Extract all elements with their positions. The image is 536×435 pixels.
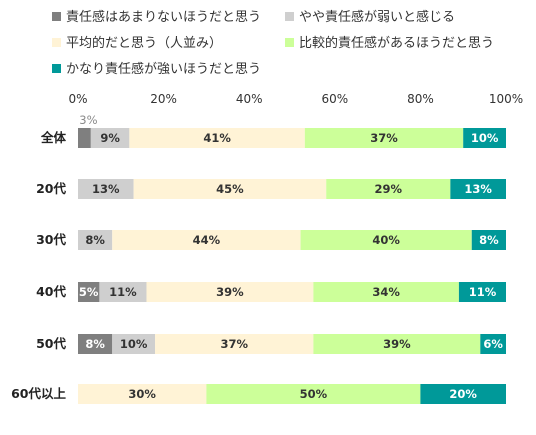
data-label: 30% [128,387,156,401]
legend-label: 責任感はあまりないほうだと思う [66,9,261,25]
bar-segment [90,128,130,148]
data-label: 39% [383,337,411,351]
data-label: 6% [483,337,503,351]
bar-segment [155,334,314,354]
bar-segment [326,179,451,199]
bar-segment [78,128,91,148]
x-tick-label: 60% [321,92,348,106]
x-tick-label: 20% [150,92,177,106]
bar-segment [480,334,506,354]
category-labels: 全体 20代 30代 40代 50代 60代以上 [11,130,66,401]
category-label: 50代 [36,336,66,351]
data-label: 37% [370,131,398,145]
bar-segment [112,230,301,250]
bar-segment [300,230,472,250]
legend-label: 比較的責任感があるほうだと思う [299,35,494,51]
bar-segment [450,179,506,199]
legend-label: 平均的だと思う（人並み） [66,35,222,51]
data-label: 39% [216,285,244,299]
data-label: 10% [471,131,499,145]
x-tick-label: 40% [236,92,263,106]
bar-segment [78,384,207,404]
data-label: 11% [109,285,137,299]
legend-swatch [285,38,294,47]
data-label: 50% [300,387,328,401]
data-label: 29% [375,182,403,196]
data-label: 41% [203,131,231,145]
legend-swatch [52,38,61,47]
category-label: 30代 [36,232,66,247]
x-tick-label: 0% [68,92,87,106]
data-label: 8% [85,233,105,247]
legend-swatch [52,64,61,73]
data-label: 3% [79,113,97,127]
x-tick-label: 100% [489,92,523,106]
legend-swatch [52,12,61,21]
data-label: 34% [372,285,400,299]
bar-segment [146,282,314,302]
bar-segment [129,128,305,148]
bar-segment [313,334,481,354]
category-label: 20代 [36,181,66,196]
bar-segment [304,128,464,148]
data-label: 5% [79,285,99,299]
data-label: 8% [479,233,499,247]
bar-segment [206,384,421,404]
data-label: 11% [469,285,497,299]
legend-swatch [285,12,294,21]
bar-segment [463,128,506,148]
bar-segment [420,384,506,404]
x-axis-ticks: 0% 20% 40% 60% 80% 100% [68,92,523,106]
data-label: 13% [464,182,492,196]
data-label: 9% [100,131,120,145]
data-label: 8% [85,337,105,351]
bar-segment [471,230,506,250]
bar-segment [78,334,113,354]
data-label: 37% [220,337,248,351]
legend-label: やや責任感が弱いと感じる [299,9,455,25]
bar-segment [99,282,147,302]
bars: 3%9% 41% 37% 10% 13% 45% 29% 13% 8% 44% 40% 8% 5% 11%… [78,113,506,404]
data-label: 20% [449,387,477,401]
category-label: 60代以上 [11,386,66,401]
bar-segment [313,282,459,302]
data-label: 40% [372,233,400,247]
category-label: 全体 [40,130,67,145]
legend-label: かなり責任感が強いほうだと思う [66,61,261,77]
bar-segment [112,334,156,354]
category-label: 40代 [36,284,66,299]
bar-segment [78,282,100,302]
x-tick-label: 80% [407,92,434,106]
bar-segment [78,179,134,199]
bar-segment [458,282,506,302]
bar-segment [78,230,113,250]
data-label: 44% [193,233,221,247]
data-label: 13% [92,182,120,196]
data-label: 10% [120,337,148,351]
data-label: 45% [216,182,244,196]
bar-segment [133,179,327,199]
